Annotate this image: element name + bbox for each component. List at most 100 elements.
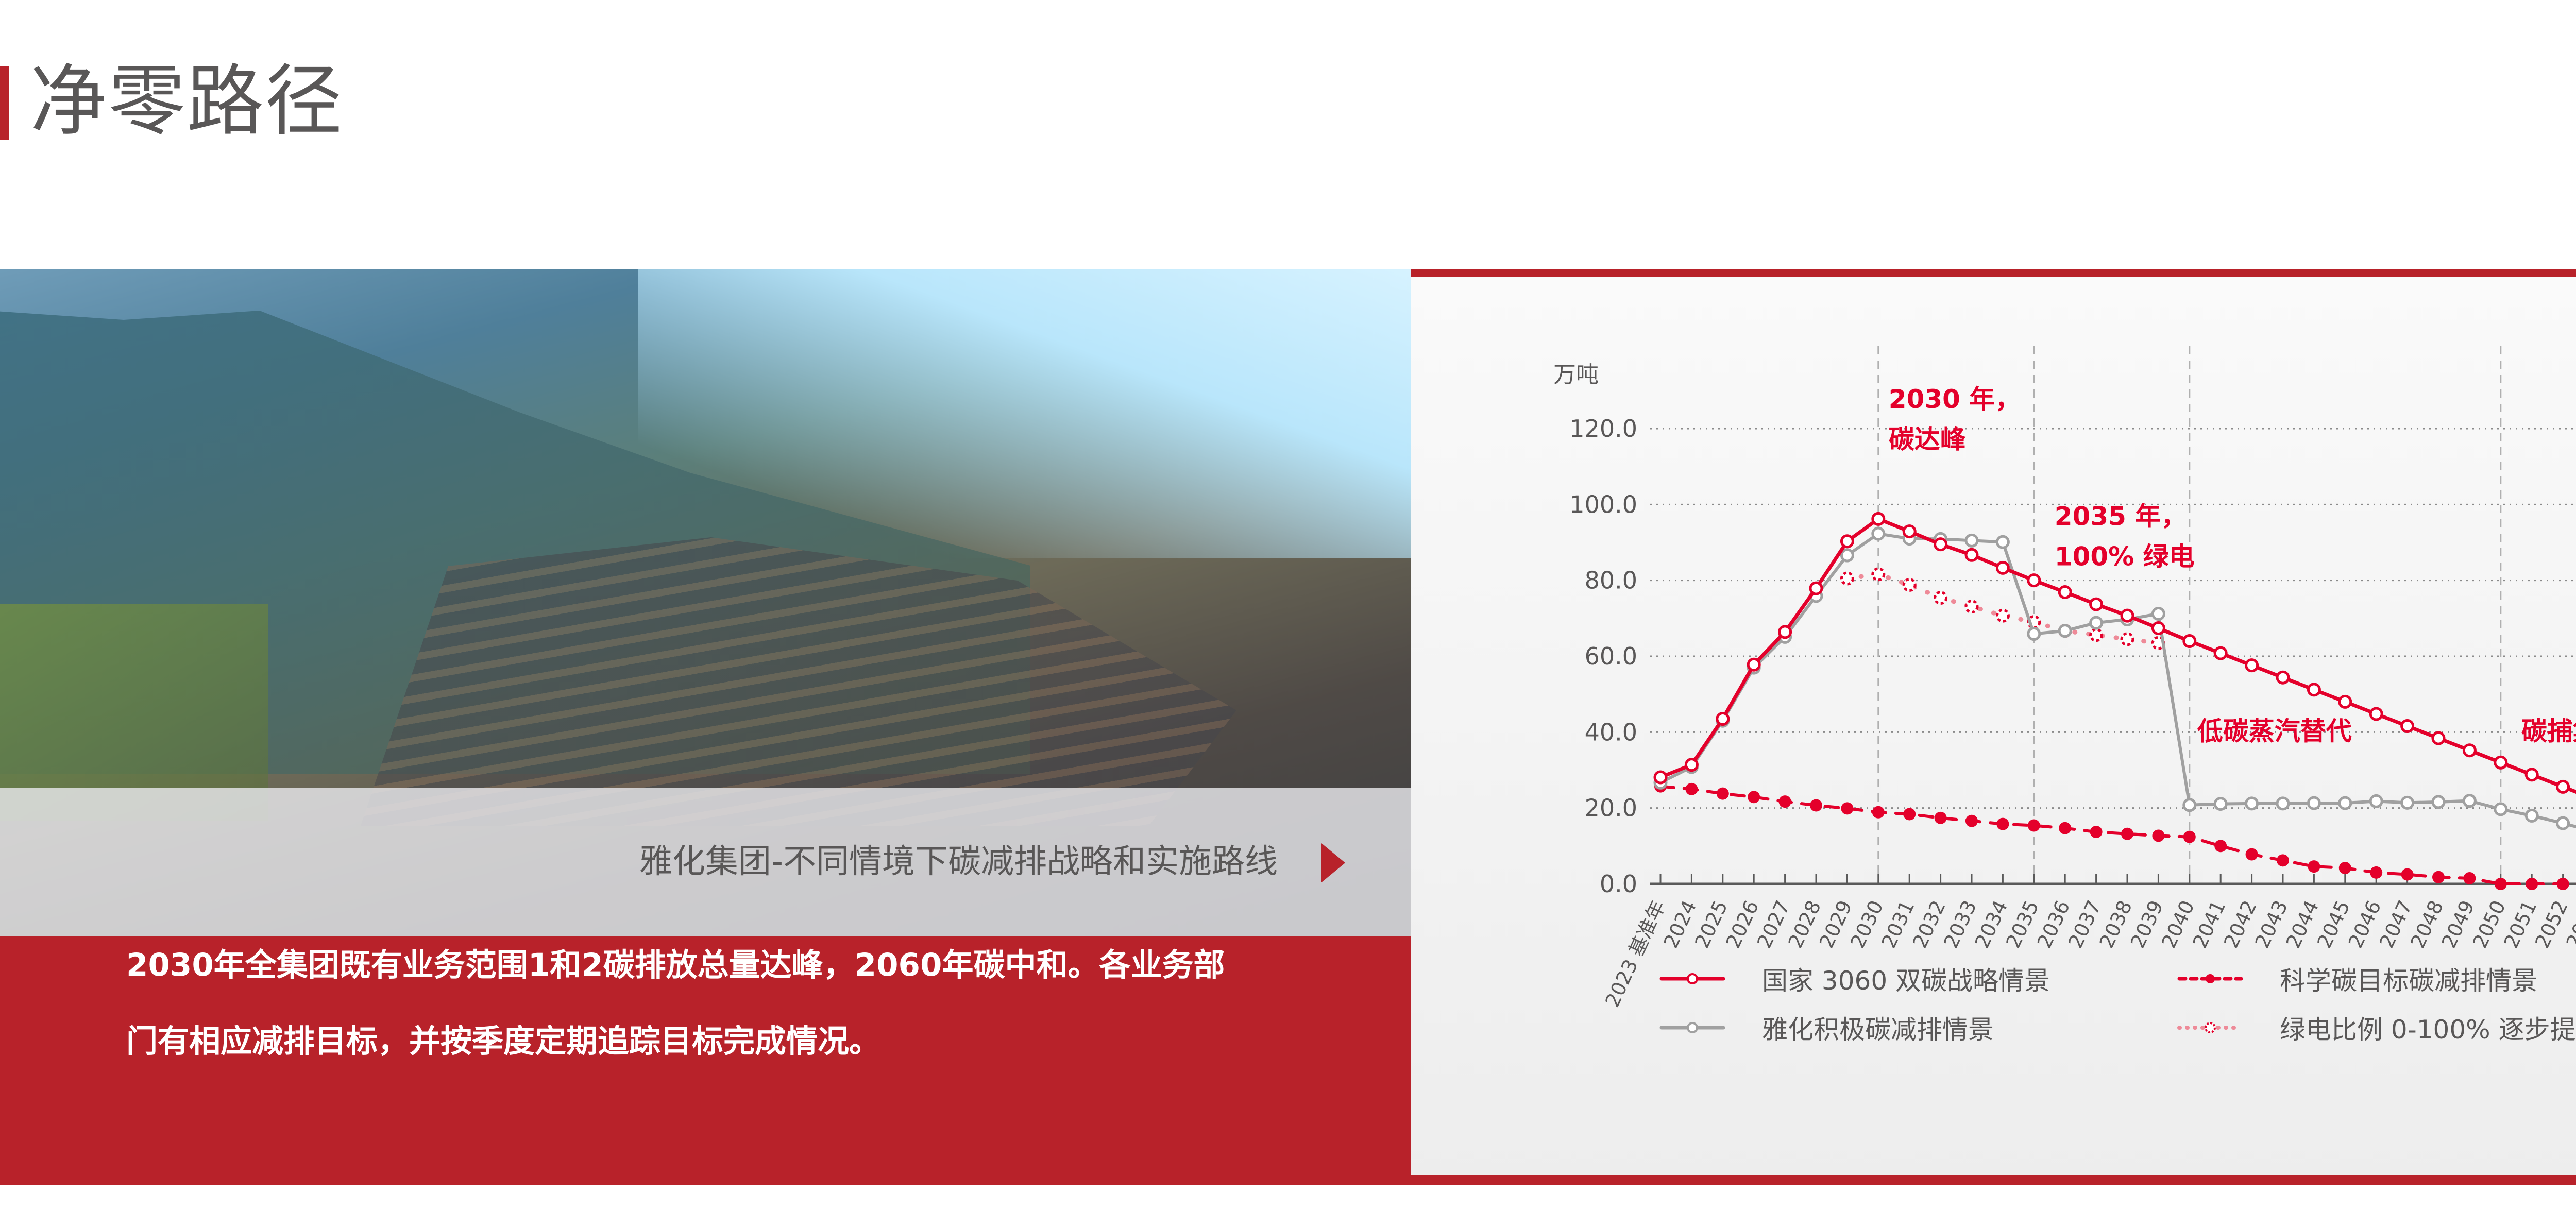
data-point-marker bbox=[1748, 791, 1760, 804]
data-point-marker bbox=[2556, 878, 2569, 890]
data-point-marker bbox=[1902, 578, 1917, 592]
summary-box: 2030年全集团既有业务范围1和2碳排放总量达峰，2060年碳中和。各业务部 门… bbox=[0, 936, 1411, 1185]
data-point-marker bbox=[2276, 670, 2290, 685]
photo-caption: 雅化集团-不同情境下碳减排战略和实施路线 bbox=[639, 843, 1278, 881]
legend-label: 绿电比例 0-100% 逐步提高方案 bbox=[2280, 1015, 2576, 1045]
data-point-marker bbox=[2400, 795, 2415, 810]
y-tick-label: 100.0 bbox=[1569, 490, 1637, 518]
annotation-2035-line2: 100% 绿电 bbox=[2055, 541, 2195, 571]
legend-item[interactable]: 绿电比例 0-100% 逐步提高方案 bbox=[2177, 1010, 2576, 1046]
data-point-marker bbox=[2151, 606, 2165, 621]
data-point-marker bbox=[2027, 627, 2041, 641]
data-point-marker bbox=[2400, 719, 2415, 734]
data-point-marker bbox=[2524, 768, 2539, 782]
data-point-marker bbox=[1840, 534, 1854, 549]
data-point-marker bbox=[2058, 624, 2072, 638]
data-point-marker bbox=[1871, 526, 1886, 541]
data-point-marker bbox=[2370, 866, 2383, 879]
data-point-marker bbox=[2556, 779, 2570, 794]
data-point-marker bbox=[1716, 787, 1729, 800]
data-point-marker bbox=[2556, 816, 2570, 830]
data-point-marker bbox=[2432, 871, 2445, 883]
data-point-marker bbox=[2214, 840, 2227, 853]
data-point-marker bbox=[1934, 537, 1948, 552]
legend-item[interactable]: 雅化积极碳减排情景 bbox=[1659, 1010, 1994, 1046]
data-point-marker bbox=[1902, 524, 1917, 539]
data-point-marker bbox=[2182, 634, 2197, 649]
data-point-marker bbox=[1964, 533, 1979, 548]
legend-swatch-icon bbox=[1659, 973, 1725, 984]
data-point-marker bbox=[1840, 548, 1854, 563]
data-point-marker bbox=[2182, 798, 2197, 812]
data-point-marker bbox=[2213, 797, 2228, 811]
summary-line-1: 2030年全集团既有业务范围1和2碳排放总量达峰，2060年碳中和。各业务部 bbox=[126, 947, 1225, 983]
data-point-marker bbox=[2089, 628, 2104, 642]
data-point-marker bbox=[2277, 854, 2289, 867]
data-point-marker bbox=[2369, 707, 2383, 721]
data-point-marker bbox=[1716, 712, 1730, 726]
data-point-marker bbox=[2494, 878, 2507, 890]
data-point-marker bbox=[2059, 822, 2072, 834]
data-point-marker bbox=[1995, 535, 2010, 549]
data-point-marker bbox=[2494, 755, 2508, 770]
data-point-marker bbox=[2090, 826, 2103, 839]
legend-swatch-icon bbox=[2177, 1022, 2243, 1033]
data-point-marker bbox=[1934, 811, 1947, 824]
legend-swatch-icon bbox=[1659, 1022, 1725, 1033]
legend-label: 雅化积极碳减排情景 bbox=[1762, 1015, 1994, 1045]
data-point-marker bbox=[2526, 878, 2538, 890]
legend-swatch-icon bbox=[2177, 974, 2243, 983]
data-point-marker bbox=[1871, 567, 1886, 582]
data-point-marker bbox=[2121, 827, 2133, 840]
data-point-marker bbox=[2245, 658, 2259, 673]
data-point-marker bbox=[2494, 802, 2508, 816]
data-point-marker bbox=[1964, 548, 1979, 562]
y-axis-unit-label: 万吨 bbox=[1553, 362, 1599, 388]
title-accent-bar bbox=[0, 66, 9, 140]
y-tick-label: 20.0 bbox=[1585, 794, 1637, 822]
data-point-marker bbox=[2338, 796, 2352, 810]
legend-item[interactable]: 国家 3060 双碳战略情景 bbox=[1659, 961, 2050, 997]
chart-top-accent bbox=[1411, 269, 2576, 277]
data-point-marker bbox=[1871, 512, 1886, 526]
data-point-marker bbox=[2120, 608, 2134, 623]
data-point-marker bbox=[1995, 608, 2010, 623]
data-point-marker bbox=[2431, 731, 2446, 745]
y-tick-label: 120.0 bbox=[1569, 415, 1637, 442]
data-point-marker bbox=[2089, 616, 2104, 630]
data-point-marker bbox=[1653, 770, 1668, 785]
data-point-marker bbox=[2308, 860, 2320, 873]
data-point-marker bbox=[1965, 814, 1978, 827]
annotation-2040: 低碳蒸汽替代 bbox=[2197, 716, 2352, 746]
y-tick-label: 80.0 bbox=[1585, 567, 1637, 594]
page-title: 净零路径 bbox=[30, 57, 344, 146]
y-tick-label: 0.0 bbox=[1600, 870, 1637, 898]
legend-item[interactable]: 科学碳目标碳减排情景 bbox=[2177, 961, 2537, 997]
data-point-marker bbox=[1964, 599, 1979, 613]
data-point-marker bbox=[2462, 794, 2477, 808]
data-point-marker bbox=[2307, 683, 2321, 697]
annotation-2030: 2030 年， bbox=[1889, 384, 2021, 414]
data-point-marker bbox=[2431, 795, 2446, 809]
annotation-2050: 碳捕集 bbox=[2521, 716, 2576, 746]
data-point-marker bbox=[1685, 782, 1698, 795]
data-point-marker bbox=[1841, 802, 1854, 815]
data-point-marker bbox=[2027, 573, 2041, 588]
legend-label: 国家 3060 双碳战略情景 bbox=[1762, 966, 2050, 996]
data-point-marker bbox=[2213, 646, 2228, 660]
chart-panel: 万吨 0.0 20.0 40.0 60.0 80.0 100.0 120.0 2023 基准年 2… bbox=[1411, 269, 2576, 1185]
data-point-marker bbox=[2245, 848, 2258, 861]
data-point-marker bbox=[2058, 585, 2072, 600]
data-point-marker bbox=[1840, 571, 1854, 586]
data-point-marker bbox=[2369, 794, 2383, 808]
data-point-marker bbox=[2307, 796, 2321, 810]
photo-open-pit-mine bbox=[361, 537, 1236, 826]
data-point-marker bbox=[2245, 796, 2259, 811]
data-point-marker bbox=[1684, 758, 1699, 772]
legend-label: 科学碳目标碳减排情景 bbox=[2280, 966, 2537, 996]
data-point-marker bbox=[2151, 621, 2165, 635]
data-point-marker bbox=[2183, 830, 2196, 843]
photo-green-fields bbox=[0, 604, 268, 821]
caret-right-icon[interactable] bbox=[1321, 843, 1345, 882]
data-point-marker bbox=[2338, 862, 2351, 875]
